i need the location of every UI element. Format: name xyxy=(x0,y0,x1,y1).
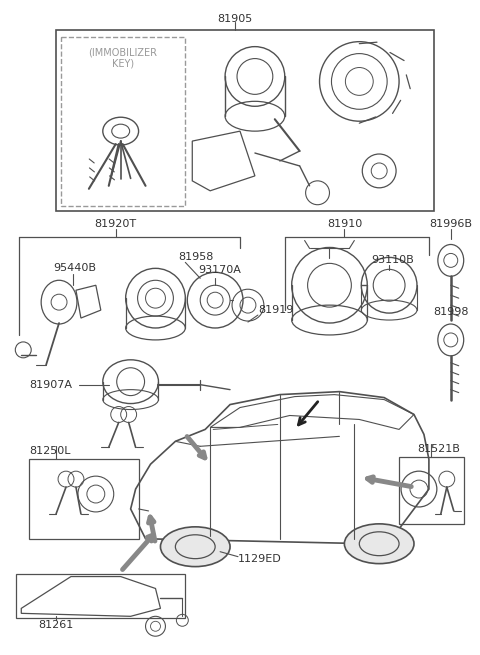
Ellipse shape xyxy=(344,524,414,563)
Text: 93110B: 93110B xyxy=(371,255,414,265)
Text: 81250L: 81250L xyxy=(29,446,71,457)
Text: 81261: 81261 xyxy=(38,620,74,630)
Bar xyxy=(56,29,434,211)
Text: 81920T: 81920T xyxy=(95,219,137,229)
Text: KEY): KEY) xyxy=(112,58,134,69)
Text: 1129ED: 1129ED xyxy=(238,553,282,564)
Bar xyxy=(61,37,185,206)
Text: (IMMOBILIZER: (IMMOBILIZER xyxy=(88,48,157,58)
Ellipse shape xyxy=(160,527,230,567)
Text: 81998: 81998 xyxy=(433,307,468,317)
Text: 81521B: 81521B xyxy=(418,444,460,455)
Text: 93170A: 93170A xyxy=(198,265,241,275)
Text: 81996B: 81996B xyxy=(429,219,472,229)
Text: 81910: 81910 xyxy=(327,219,362,229)
Text: 95440B: 95440B xyxy=(53,263,96,273)
Bar xyxy=(399,457,464,524)
Text: 81907A: 81907A xyxy=(29,380,72,390)
Text: 81905: 81905 xyxy=(217,14,252,24)
Text: 81958: 81958 xyxy=(179,252,214,263)
Bar xyxy=(16,574,185,618)
Bar xyxy=(29,459,139,539)
Text: 81919: 81919 xyxy=(258,305,293,315)
